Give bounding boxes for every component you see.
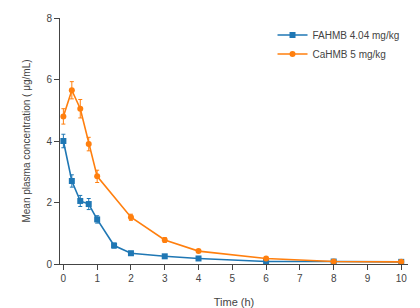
svg-text:10: 10: [396, 273, 408, 284]
svg-text:5: 5: [230, 273, 236, 284]
svg-text:Time (h): Time (h): [214, 296, 255, 308]
svg-text:4: 4: [196, 273, 202, 284]
svg-text:7: 7: [297, 273, 303, 284]
svg-text:3: 3: [162, 273, 168, 284]
svg-text:CaHMB 5 mg/kg: CaHMB 5 mg/kg: [313, 49, 386, 60]
svg-text:8: 8: [331, 273, 337, 284]
svg-text:6: 6: [263, 273, 269, 284]
svg-text:9: 9: [365, 273, 371, 284]
svg-text:2: 2: [46, 197, 52, 208]
svg-text:0: 0: [46, 259, 52, 270]
svg-text:4: 4: [46, 136, 52, 147]
svg-text:FAHMB 4.04 mg/kg: FAHMB 4.04 mg/kg: [313, 30, 400, 41]
svg-text:0: 0: [61, 273, 67, 284]
svg-text:2: 2: [128, 273, 134, 284]
svg-text:6: 6: [46, 74, 52, 85]
svg-text:Mean plasma concentration ( μg: Mean plasma concentration ( μg/mL): [21, 59, 32, 222]
svg-text:8: 8: [46, 13, 52, 24]
svg-text:1: 1: [94, 273, 100, 284]
